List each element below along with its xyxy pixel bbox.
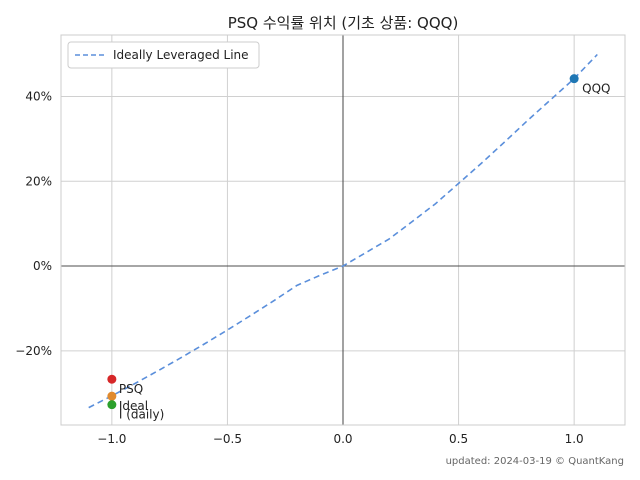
y-tick-label: 0%: [33, 259, 52, 273]
series-layer: [88, 53, 598, 409]
y-tick-label: 40%: [25, 89, 52, 103]
x-tick-label: −1.0: [97, 432, 126, 446]
x-tick-label: 1.0: [565, 432, 584, 446]
footer-updated: updated: 2024-03-19 © QuantKang: [446, 456, 624, 467]
plot-frame: [60, 34, 626, 426]
zero-axes: [61, 35, 625, 425]
legend-box: [67, 41, 260, 69]
point-psq: [107, 374, 117, 384]
point-label: I (daily): [119, 408, 164, 422]
x-tick-label: 0.0: [333, 432, 352, 446]
legend: Ideally Leveraged Line: [67, 41, 260, 69]
point-ideal: [107, 391, 117, 401]
chart-title: PSQ 수익률 위치 (기초 상품: QQQ): [228, 14, 459, 32]
y-tick-label: −20%: [15, 344, 52, 358]
x-tick-label: 0.5: [449, 432, 468, 446]
point-qqq: [569, 74, 579, 84]
x-tick-label: −0.5: [213, 432, 242, 446]
point-label: Ideal: [119, 399, 148, 413]
x-tick-labels: −1.0 −0.5 0.0 0.5 1.0: [97, 432, 583, 446]
y-tick-labels: −20% 0% 20% 40%: [15, 89, 52, 357]
legend-label: Ideally Leveraged Line: [113, 48, 249, 62]
ideal-leverage-line: [88, 53, 598, 409]
point-i-daily: [107, 400, 117, 410]
point-label: PSQ: [119, 382, 143, 396]
y-tick-label: 20%: [25, 174, 52, 188]
point-label: QQQ: [582, 82, 610, 96]
